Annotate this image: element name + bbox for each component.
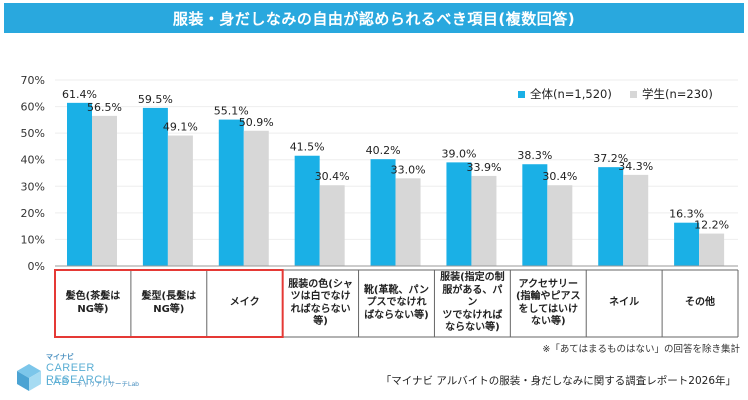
logo-brand: マイナビ [46, 354, 74, 361]
bar-series2 [699, 233, 725, 266]
bar-series2 [623, 174, 649, 266]
data-label: 61.4% [62, 88, 97, 101]
y-tick-label: 20% [21, 207, 45, 220]
legend-item-series1: 全体(n=1,520) [518, 86, 612, 102]
y-tick-label: 0% [28, 260, 45, 273]
bar-series2 [319, 185, 345, 266]
data-label: 41.5% [290, 141, 325, 154]
y-tick-label: 10% [21, 233, 45, 246]
bar-series1 [67, 102, 92, 266]
highlight-box [54, 269, 284, 338]
data-label: 38.3% [517, 149, 552, 162]
cube-logo-icon [17, 364, 41, 391]
x-tick-label: アクセサリー (指輪やピアス をしてはいけ ない等) [515, 278, 581, 328]
footnote: ※「あてはまるものはない」の回答を除き集計 [542, 344, 740, 355]
data-label: 49.1% [163, 121, 198, 134]
y-tick-label: 60% [21, 101, 45, 114]
x-tick-label: 髪色(茶髪は NG等) [65, 291, 121, 315]
legend-swatch-series1 [518, 90, 525, 98]
bar-series1 [674, 222, 700, 266]
logo-sub: キャリアリサーチLab [76, 381, 139, 388]
data-label: 30.4% [315, 170, 350, 183]
bar-series2 [471, 175, 497, 266]
data-label: 56.5% [87, 101, 122, 114]
data-label: 59.5% [138, 93, 173, 106]
x-tick-label: 靴(革靴、パン プスでなけれ ばならない等) [363, 284, 430, 321]
data-label: 50.9% [239, 116, 274, 129]
x-tick-label: 服装の色(シャ ツは白でなけ ればならない 等) [288, 278, 353, 328]
data-label: 30.4% [542, 170, 577, 183]
y-tick-label: 50% [21, 127, 45, 140]
bar-series1 [370, 159, 396, 266]
x-tick-label: その他 [685, 297, 716, 309]
x-tick-label: ネイル [609, 297, 640, 309]
bar-series1 [294, 155, 320, 266]
data-label: 33.0% [391, 163, 426, 176]
data-label: 40.2% [366, 144, 401, 157]
x-tick-label: 髪型(長髪は NG等) [141, 291, 197, 315]
bar-series1 [522, 164, 548, 266]
bar-series2 [92, 115, 117, 266]
bar-series2 [243, 130, 269, 266]
y-tick-label: 30% [21, 180, 45, 193]
bar-series1 [446, 162, 472, 266]
bar-series2 [167, 135, 193, 266]
career-research-lab-logo: マイナビ CAREER RESEARCH LAB キャリアリサーチLab [10, 352, 160, 396]
data-label: 34.3% [618, 160, 653, 173]
data-label: 12.2% [694, 219, 729, 232]
legend-label-series2: 学生(n=230) [642, 87, 713, 101]
legend-label-series1: 全体(n=1,520) [530, 87, 612, 101]
bar-series1 [142, 107, 168, 267]
data-label: 33.9% [466, 161, 501, 174]
data-label: 16.3% [669, 208, 704, 221]
bar-series2 [547, 185, 573, 266]
bar-series1 [598, 167, 624, 266]
y-tick-label: 70% [21, 74, 45, 87]
legend-item-series2: 学生(n=230) [630, 86, 713, 102]
x-tick-label: メイク [229, 297, 260, 309]
y-tick-label: 40% [21, 154, 45, 167]
logo-line2: LAB [46, 376, 70, 388]
x-tick-label: 服装(指定の制 服がある、パン ツでなければ ならない等) [440, 272, 505, 334]
bar-series1 [218, 119, 244, 266]
bar-series2 [395, 178, 421, 266]
logo-line1: CAREER RESEARCH [46, 362, 112, 386]
chart-title: 服装・身だしなみの自由が認められるべき項目(複数回答) [4, 3, 744, 33]
data-label: 55.1% [214, 105, 249, 118]
data-label: 39.0% [441, 147, 476, 160]
legend-swatch-series2 [630, 90, 637, 98]
source-citation: 「マイナビ アルバイトの服装・身だしなみに関する調査レポート2026年」 [380, 375, 736, 387]
data-label: 37.2% [593, 152, 628, 165]
